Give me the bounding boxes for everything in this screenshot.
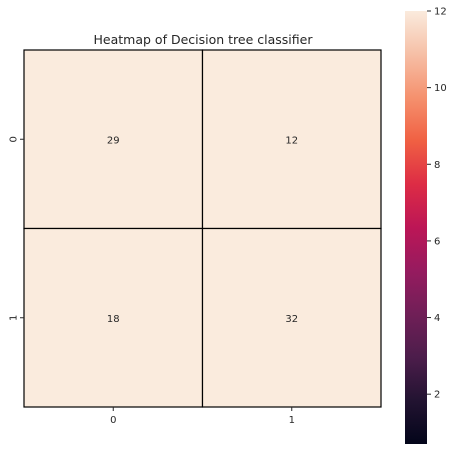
y-tick-label: 0 [9,136,20,142]
colorbar-tick-label: 2 [434,390,440,401]
heatmap-cell-1-0 [23,227,204,408]
heatmap-cell-0-0 [23,49,204,230]
y-tick-label: 1 [9,315,20,321]
chart-title: Heatmap of Decision tree classifier [94,32,314,47]
heatmap-cell-1-1 [201,227,382,408]
heatmap-cells: 29 12 18 32 [23,49,382,408]
colorbar-tick-label: 6 [434,236,440,247]
cell-value-0-1: 12 [285,135,298,146]
colorbar-tick-label: 10 [434,83,447,94]
colorbar [405,11,427,444]
y-axis-ticks: 01 [9,136,24,321]
cell-value-1-0: 18 [107,314,120,325]
x-tick-label: 0 [110,415,116,426]
colorbar-tick-label: 4 [434,313,440,324]
colorbar-ticks: 2 4 6 8 10 12 [427,7,447,401]
cell-value-1-1: 32 [285,314,298,325]
heatmap-cell-0-1 [201,49,382,230]
colorbar-tick-label: 8 [434,160,440,171]
cell-value-0-0: 29 [107,135,120,146]
colorbar-tick-label: 12 [434,7,447,18]
x-tick-label: 1 [289,415,295,426]
